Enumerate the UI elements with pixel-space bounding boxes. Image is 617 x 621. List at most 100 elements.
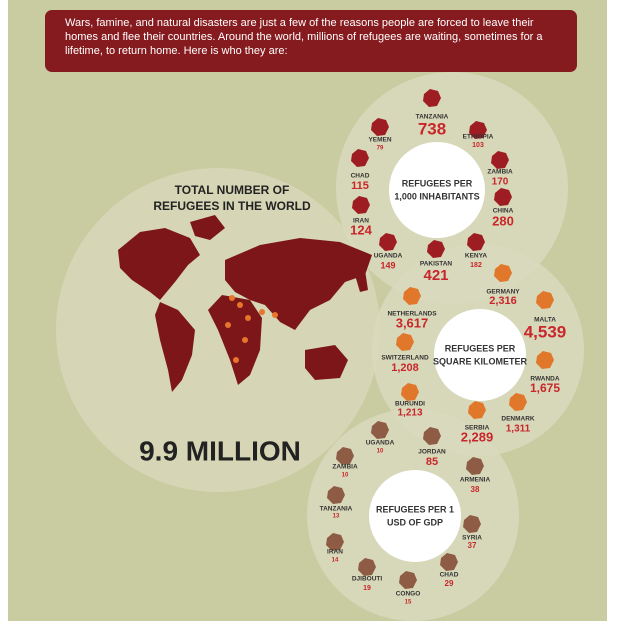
country-name: RWANDA [530,376,559,383]
country-shape [463,515,481,533]
country-value: 1,208 [391,362,419,374]
country-value: 3,617 [396,315,429,330]
country-name: SYRIA [462,535,482,542]
country-shape [379,233,397,251]
country-shape [399,571,417,589]
country-value: 182 [470,262,482,269]
country-name: PAKISTAN [420,261,453,268]
country-shape [491,151,509,169]
country-name: NETHERLANDS [387,311,437,318]
country-value: 19 [363,585,371,592]
country-name: DENMARK [501,416,535,423]
center-label: REFUGEES PER 1 [376,504,454,514]
country-shape [358,558,376,576]
country-shape [423,89,441,107]
country-value: 2,316 [489,295,517,307]
country-name: ETHIOPIA [463,134,494,141]
country-shape [468,401,486,419]
country-name: BURUNDI [395,401,425,408]
country-value: 738 [418,119,446,138]
country-name: TANZANIA [320,506,353,513]
intro-text: Wars, famine, and natural disasters are … [65,17,543,57]
country-shape [336,447,354,465]
center-label: REFUGEES PER [445,343,516,353]
country-name: ZAMBIA [487,169,513,176]
country-name: IRAN [327,549,343,556]
country-shape [371,421,389,439]
country-value: 13 [333,514,340,520]
map-dots [225,295,278,363]
country-value: 38 [471,485,480,494]
country-shape [536,351,554,369]
center-circle [389,142,485,238]
country-shape [494,264,512,282]
country-name: DJIBOUTI [352,576,383,583]
country-name: UGANDA [366,440,395,447]
country-value: 103 [472,142,484,149]
center-label: 1,000 INHABITANTS [394,191,479,201]
world-title: TOTAL NUMBER OF [175,183,290,197]
country-shape [371,118,389,136]
country-name: CHINA [493,208,514,215]
country-name: TANZANIA [416,114,449,121]
country-value: 170 [492,177,509,188]
country-value: 10 [377,449,384,455]
country-name: SWITZERLAND [381,355,429,362]
country-value: 10 [342,473,349,479]
country-shape [403,287,421,305]
country-name: CONGO [396,591,421,598]
country-value: 149 [380,260,395,270]
country-name: KENYA [465,253,487,260]
country-value: 37 [468,541,477,550]
country-shape [351,149,369,167]
country-shape [427,240,445,258]
center-label: USD OF GDP [387,517,443,527]
center-label: SQUARE KILOMETER [433,356,528,366]
world-title: REFUGEES IN THE WORLD [153,199,311,213]
world-map [118,215,372,392]
country-shape [466,457,484,475]
intro-banner: Wars, famine, and natural disasters are … [45,10,577,72]
center-circle [434,309,526,401]
country-value: 14 [332,558,339,564]
country-name: IRAN [353,218,369,225]
country-shape [327,486,345,504]
country-shape [469,121,487,139]
country-value: 1,213 [397,408,422,419]
country-name: CHAD [351,173,370,180]
center-circle [369,470,461,562]
country-shape [401,383,419,401]
country-shape [494,188,512,206]
country-value: 115 [351,180,369,192]
country-name: MALTA [534,317,556,324]
country-name: GERMANY [486,289,520,296]
country-name: ARMENIA [460,477,491,484]
country-value: 280 [492,213,514,228]
country-value: 1,675 [530,381,560,395]
country-shape [509,393,527,411]
country-name: JORDAN [418,449,446,456]
country-value: 421 [423,267,448,284]
country-name: SERBIA [465,425,490,432]
country-name: CHAD [440,572,459,579]
country-shape [326,533,344,551]
country-value: 79 [377,146,384,152]
country-name: UGANDA [374,253,403,260]
country-value: 2,289 [461,429,494,444]
country-shape [536,291,554,309]
country-shape [423,427,441,445]
country-shape [352,196,370,214]
country-value: 4,539 [524,322,567,341]
country-value: 124 [350,222,372,237]
country-value: 15 [405,600,412,606]
country-shape [440,553,458,571]
country-value: 85 [426,456,438,468]
country-shape [396,333,414,351]
world-total: 9.9 MILLION [139,435,301,466]
country-value: 1,311 [506,424,531,435]
country-name: YEMEN [368,137,391,144]
country-shape [467,233,485,251]
country-value: 29 [445,579,454,588]
